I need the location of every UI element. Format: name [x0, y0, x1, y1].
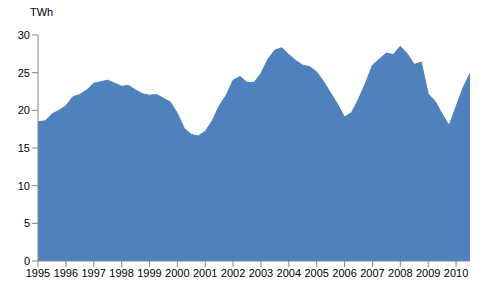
svg-text:2002: 2002 [221, 267, 245, 279]
svg-text:1999: 1999 [137, 267, 161, 279]
svg-text:2001: 2001 [193, 267, 217, 279]
svg-text:0: 0 [24, 255, 30, 267]
svg-text:2009: 2009 [416, 267, 440, 279]
svg-text:2008: 2008 [388, 267, 412, 279]
svg-text:25: 25 [18, 67, 30, 79]
svg-text:20: 20 [18, 104, 30, 116]
svg-text:2004: 2004 [277, 267, 301, 279]
svg-text:10: 10 [18, 180, 30, 192]
svg-text:2003: 2003 [249, 267, 273, 279]
svg-text:2006: 2006 [332, 267, 356, 279]
svg-text:2007: 2007 [360, 267, 384, 279]
svg-text:1998: 1998 [109, 267, 133, 279]
svg-text:5: 5 [24, 217, 30, 229]
svg-text:1997: 1997 [81, 267, 105, 279]
html-text:TWh: TWh [30, 6, 54, 18]
svg-text:30: 30 [18, 29, 30, 41]
svg-text:2010: 2010 [444, 267, 468, 279]
svg-text:2005: 2005 [304, 267, 328, 279]
svg-text:2000: 2000 [165, 267, 189, 279]
svg-text:1996: 1996 [54, 267, 78, 279]
svg-text:15: 15 [18, 142, 30, 154]
svg-text:1995: 1995 [26, 267, 50, 279]
